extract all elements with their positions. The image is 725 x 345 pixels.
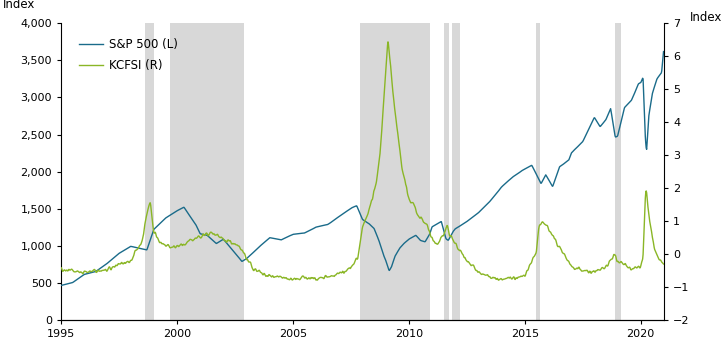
Y-axis label: Index: Index (3, 0, 35, 11)
Bar (616, 23, 621, 321)
Bar (360, 23, 430, 321)
Y-axis label: Index: Index (690, 11, 722, 24)
Bar (444, 23, 450, 321)
Bar (170, 23, 244, 321)
Bar (536, 23, 540, 321)
Bar (452, 23, 460, 321)
Bar (144, 23, 154, 321)
Legend: S&P 500 (L), KCFSI (R): S&P 500 (L), KCFSI (R) (79, 38, 178, 72)
